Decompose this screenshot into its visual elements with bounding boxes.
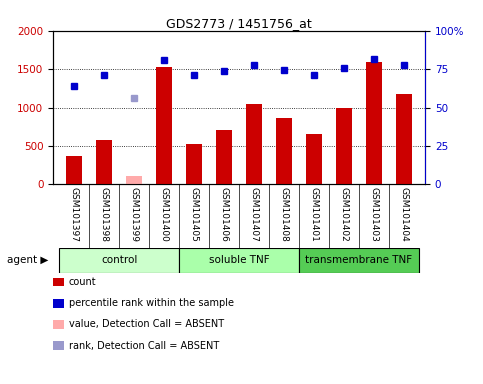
Text: GSM101406: GSM101406 — [220, 187, 228, 242]
Title: GDS2773 / 1451756_at: GDS2773 / 1451756_at — [166, 17, 312, 30]
FancyBboxPatch shape — [179, 248, 299, 273]
Bar — [336, 108, 352, 184]
FancyBboxPatch shape — [299, 248, 419, 273]
Bar — [126, 176, 142, 184]
Bar — [66, 156, 83, 184]
Text: GSM101399: GSM101399 — [129, 187, 139, 242]
Text: GSM101398: GSM101398 — [99, 187, 109, 242]
Bar — [96, 140, 113, 184]
Bar — [306, 134, 322, 184]
Text: rank, Detection Call = ABSENT: rank, Detection Call = ABSENT — [69, 341, 219, 351]
Text: GSM101401: GSM101401 — [310, 187, 319, 242]
Bar — [156, 67, 172, 184]
Text: agent ▶: agent ▶ — [7, 255, 49, 265]
Bar — [396, 94, 412, 184]
Text: transmembrane TNF: transmembrane TNF — [305, 255, 412, 265]
Text: GSM101397: GSM101397 — [70, 187, 79, 242]
Text: count: count — [69, 277, 96, 287]
Text: control: control — [101, 255, 137, 265]
Text: GSM101407: GSM101407 — [250, 187, 258, 242]
Text: GSM101402: GSM101402 — [340, 187, 349, 242]
Text: GSM101400: GSM101400 — [159, 187, 169, 242]
Text: value, Detection Call = ABSENT: value, Detection Call = ABSENT — [69, 319, 224, 329]
Bar — [366, 62, 383, 184]
Bar — [246, 104, 262, 184]
Bar — [276, 118, 292, 184]
Bar — [216, 130, 232, 184]
Text: GSM101408: GSM101408 — [280, 187, 288, 242]
FancyBboxPatch shape — [59, 248, 179, 273]
Text: GSM101405: GSM101405 — [190, 187, 199, 242]
Text: GSM101404: GSM101404 — [399, 187, 409, 242]
Text: soluble TNF: soluble TNF — [209, 255, 270, 265]
Text: GSM101403: GSM101403 — [369, 187, 379, 242]
Text: percentile rank within the sample: percentile rank within the sample — [69, 298, 234, 308]
Bar — [186, 144, 202, 184]
